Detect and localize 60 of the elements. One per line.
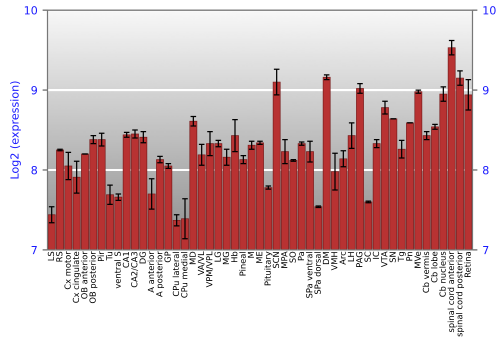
x-tick-label: MD (190, 252, 196, 264)
x-tick-label: spinal cord posterior (456, 251, 464, 336)
x-tick-label: Tg (398, 252, 406, 262)
x-tick-label: MVe (414, 252, 421, 268)
x-tick-label: Cb nucleus (439, 252, 446, 297)
x-tick-label: OB anterior (80, 251, 88, 299)
x-tick-label: ME (256, 252, 262, 263)
y-tick-label: 7 (32, 246, 37, 254)
y-tick-label: 10 (24, 6, 38, 15)
x-tick-label: Pituitary (264, 252, 272, 286)
x-tick-label: A posterior (156, 251, 164, 297)
y2-tick-label: 8 (482, 166, 489, 174)
x-tick-label: LS (48, 252, 54, 260)
y2-tick-label: 9 (482, 86, 489, 94)
x-tick-label: Tu (106, 252, 112, 260)
x-tick-label: SPa ventral (306, 252, 312, 298)
x-tick-label: CPu lateral (172, 252, 180, 296)
x-tick-label: Arc (340, 252, 346, 265)
x-tick-label: SCN (272, 252, 280, 268)
x-tick-label: CPu medial (180, 252, 188, 298)
x-tick-label: Pineal (239, 252, 246, 276)
y2-tick-label: 7 (483, 246, 488, 254)
x-tick-label: SC (364, 252, 371, 262)
x-tick-label: Hb (230, 252, 238, 262)
x-tick-label: SPa dorsal (314, 252, 321, 294)
x-tick-label: Cx motor (64, 251, 71, 290)
x-tick-label: VA/VL (198, 251, 205, 276)
x-tick-label: RS (56, 252, 62, 262)
x-tick-label: MG (222, 252, 230, 264)
x-tick-label: LH (348, 252, 354, 262)
x-tick-label: OB posterior (89, 251, 98, 304)
x-tick-label: Pa (298, 252, 304, 260)
x-tick-label: Pir (98, 251, 104, 262)
x-tick-label: DG (139, 252, 146, 264)
x-tick-label: IC (372, 252, 380, 259)
x-tick-label: M (248, 252, 254, 258)
x-tick-label: Cx cingulate (72, 252, 81, 303)
x-tick-label: spinal cord anterior (448, 251, 456, 332)
x-tick-label: A anterior (148, 251, 154, 293)
x-tick-label: DM (322, 252, 329, 264)
y-tick-label: 9 (31, 86, 37, 94)
y-tick-label: 8 (31, 166, 38, 174)
x-tick-label: Cb lobe (430, 252, 438, 282)
x-tick-label: ventral S (114, 252, 121, 288)
x-tick-label: CA2/CA3 (131, 252, 138, 288)
x-tick-label: Retina (464, 252, 471, 277)
x-tick-label: VPM/VPL (206, 251, 214, 288)
x-tick-label: MPA (281, 251, 288, 268)
x-tick-label: SO (289, 252, 296, 263)
y2-tick-label: 10 (483, 6, 496, 15)
x-tick-label: Cb vermis (422, 252, 430, 293)
x-tick-label: PAG (356, 252, 362, 267)
x-tick-label: LG (214, 252, 221, 262)
x-tick-label: CA1 (122, 252, 130, 268)
x-tick-label: VMH (331, 252, 338, 270)
x-tick-label: GP (164, 252, 171, 262)
x-tick-label: SN (389, 252, 396, 262)
x-tick-label: VTA (381, 251, 388, 268)
y-axis-title: Log2 (expression) (10, 81, 21, 178)
x-tick-label: Pn (406, 252, 412, 261)
